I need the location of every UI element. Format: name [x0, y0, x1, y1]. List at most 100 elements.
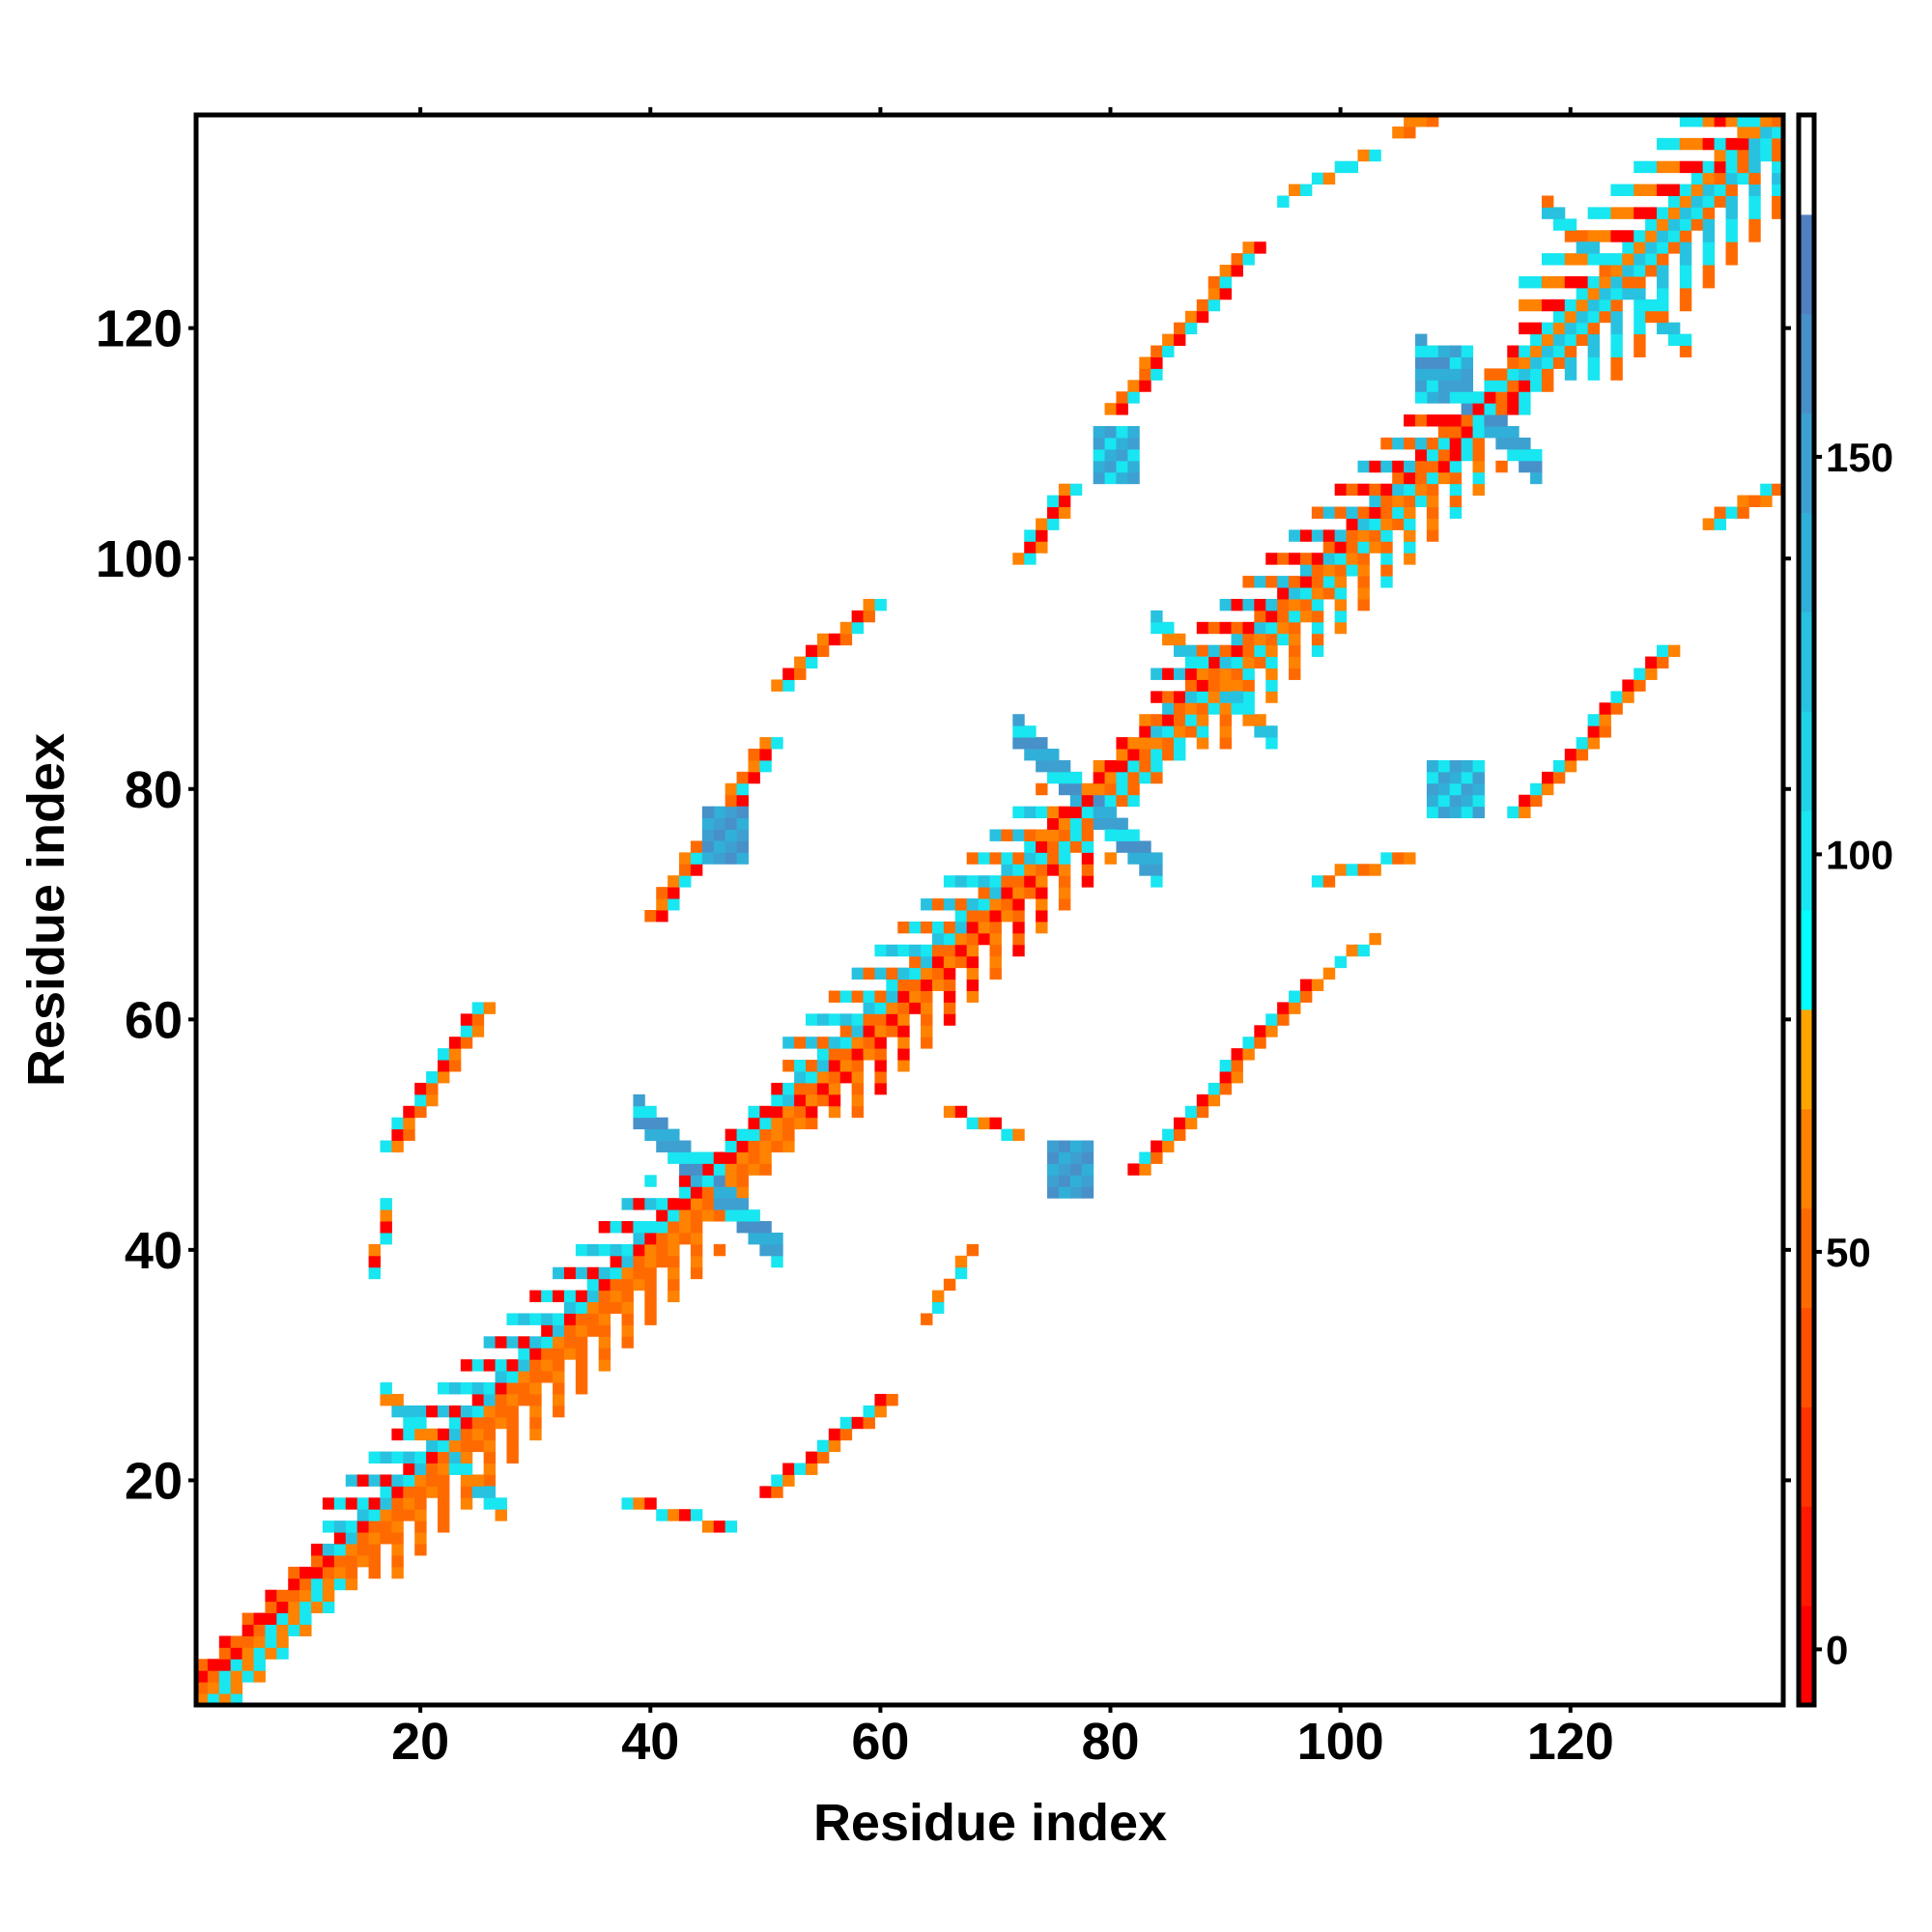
- heatmap-cell: [1357, 576, 1370, 588]
- heatmap-cell: [1461, 448, 1474, 462]
- heatmap-cell: [1334, 576, 1348, 588]
- heatmap-cell: [701, 852, 715, 865]
- heatmap-cell: [1507, 426, 1520, 439]
- heatmap-cell: [668, 1243, 680, 1257]
- heatmap-cell: [1507, 403, 1520, 415]
- heatmap-cell: [1657, 230, 1669, 242]
- heatmap-cell: [1036, 910, 1048, 923]
- heatmap-cell: [1254, 714, 1266, 726]
- heatmap-cell: [1265, 725, 1278, 738]
- heatmap-cell: [1322, 967, 1336, 980]
- heatmap-cell: [1139, 737, 1151, 750]
- heatmap-cell: [414, 1416, 427, 1430]
- heatmap-cell: [495, 1371, 507, 1383]
- heatmap-cell: [690, 1209, 703, 1222]
- heatmap-cell: [633, 1198, 645, 1210]
- heatmap-cell: [621, 1301, 634, 1314]
- heatmap-cell: [1772, 184, 1784, 196]
- heatmap-cell: [460, 1013, 473, 1026]
- heatmap-cell: [1426, 782, 1439, 796]
- heatmap-cell: [1104, 471, 1117, 485]
- heatmap-cell: [668, 1290, 680, 1303]
- heatmap-cell: [1519, 794, 1531, 808]
- heatmap-cell: [495, 1509, 507, 1521]
- heatmap-cell: [1657, 656, 1669, 668]
- heatmap-cell: [1242, 576, 1255, 588]
- heatmap-cell: [1495, 380, 1508, 392]
- heatmap-cell: [1404, 483, 1416, 497]
- heatmap-cell: [529, 1348, 542, 1360]
- heatmap-cell: [1530, 794, 1543, 808]
- heatmap-cell: [1564, 356, 1577, 369]
- heatmap-cell: [1289, 529, 1301, 542]
- heatmap-cell: [1104, 771, 1117, 784]
- heatmap-cell: [1714, 160, 1726, 174]
- heatmap-cell: [679, 875, 692, 888]
- heatmap-cell: [1552, 253, 1566, 266]
- heatmap-cell: [1357, 529, 1370, 542]
- heatmap-cell: [897, 921, 910, 934]
- heatmap-cell: [886, 944, 898, 957]
- heatmap-cell: [690, 1255, 703, 1268]
- heatmap-cell: [1519, 322, 1531, 335]
- heatmap-cell: [1208, 644, 1221, 658]
- heatmap-cell: [1772, 172, 1784, 185]
- heatmap-cell: [897, 979, 910, 991]
- heatmap-cell: [471, 1359, 485, 1372]
- heatmap-cell: [1415, 471, 1428, 485]
- heatmap-cell: [1714, 149, 1726, 162]
- heatmap-cell: [1437, 448, 1451, 462]
- heatmap-cell: [288, 1577, 300, 1591]
- heatmap-cell: [644, 1497, 657, 1510]
- heatmap-cell: [1208, 691, 1221, 703]
- heatmap-cell: [1657, 265, 1669, 277]
- heatmap-cell: [1265, 553, 1278, 565]
- heatmap-cell: [1116, 437, 1128, 450]
- heatmap-cell: [1357, 944, 1370, 957]
- heatmap-cell: [1657, 218, 1669, 231]
- heatmap-cell: [1242, 1037, 1255, 1049]
- colorbar-swatch: [1799, 213, 1814, 315]
- heatmap-cell: [748, 1117, 760, 1130]
- heatmap-cell: [794, 1105, 807, 1119]
- heatmap-cell: [1657, 287, 1669, 300]
- heatmap-cell: [1334, 541, 1348, 554]
- heatmap-cell: [1357, 541, 1370, 554]
- heatmap-cell: [966, 979, 980, 991]
- heatmap-cell: [1645, 668, 1658, 680]
- heatmap-cell: [1058, 817, 1071, 830]
- heatmap-cell: [1702, 230, 1716, 242]
- heatmap-cell: [1151, 725, 1163, 738]
- heatmap-cell: [1449, 391, 1463, 404]
- heatmap-cell: [483, 1463, 497, 1475]
- heatmap-cell: [1737, 149, 1749, 162]
- heatmap-cell: [1737, 126, 1749, 139]
- heatmap-cell: [1760, 137, 1773, 151]
- heatmap-cell: [1552, 356, 1566, 369]
- heatmap-cell: [414, 1486, 427, 1498]
- heatmap-cell: [1093, 759, 1106, 773]
- heatmap-cell: [448, 1416, 462, 1430]
- heatmap-cell: [839, 1428, 853, 1441]
- heatmap-cell: [736, 806, 749, 819]
- heatmap-cell: [1415, 483, 1428, 497]
- heatmap-cell: [598, 1324, 611, 1337]
- heatmap-cell: [794, 1082, 807, 1095]
- heatmap-cell: [633, 1232, 645, 1245]
- heatmap-cell: [1634, 253, 1646, 266]
- heatmap-cell: [598, 1290, 611, 1303]
- heatmap-cell: [1634, 230, 1646, 242]
- heatmap-cell: [1012, 944, 1025, 957]
- heatmap-cell: [943, 967, 956, 980]
- heatmap-cell: [1426, 495, 1439, 508]
- heatmap-cell: [943, 921, 956, 934]
- heatmap-cell: [1610, 702, 1623, 715]
- heatmap-cell: [1196, 725, 1209, 738]
- heatmap-cell: [1196, 691, 1209, 703]
- heatmap-cell: [1334, 864, 1348, 876]
- heatmap-cell: [1404, 495, 1416, 508]
- heatmap-cell: [909, 1002, 922, 1014]
- heatmap-cell: [1001, 910, 1013, 923]
- heatmap-cell: [529, 1405, 542, 1418]
- heatmap-cell: [1426, 759, 1439, 773]
